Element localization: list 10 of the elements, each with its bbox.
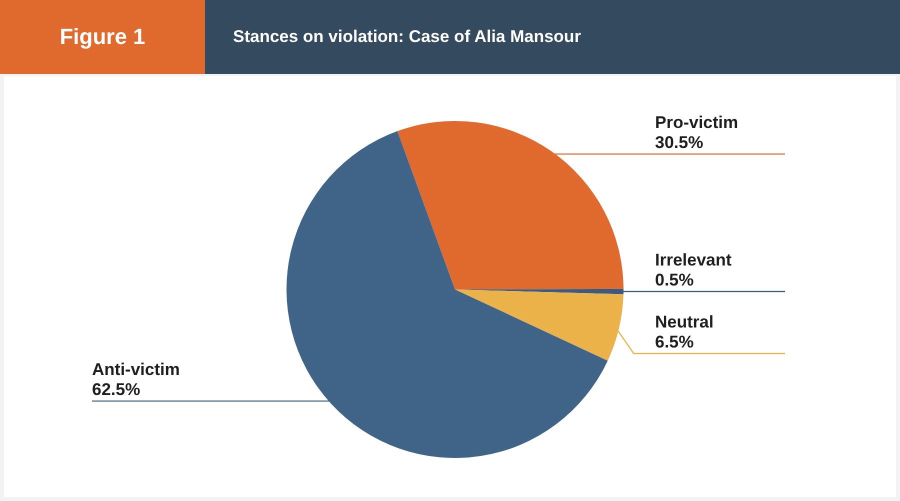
caption: Figure 1 [0,0,205,74]
data-label: 62.5% [92,380,140,400]
slice-label: Anti-victim [92,360,180,380]
slice-label: Pro-victim [655,113,738,132]
data-label: 0.5% [655,270,694,290]
chart-title: Stances on violation: Case of Alia Mansour [205,0,900,74]
data-label: 6.5% [655,332,694,352]
slice-label: Irrelevant [655,250,732,270]
slice-label: Neutral [655,312,714,332]
data-label: 30.5% [655,133,704,152]
